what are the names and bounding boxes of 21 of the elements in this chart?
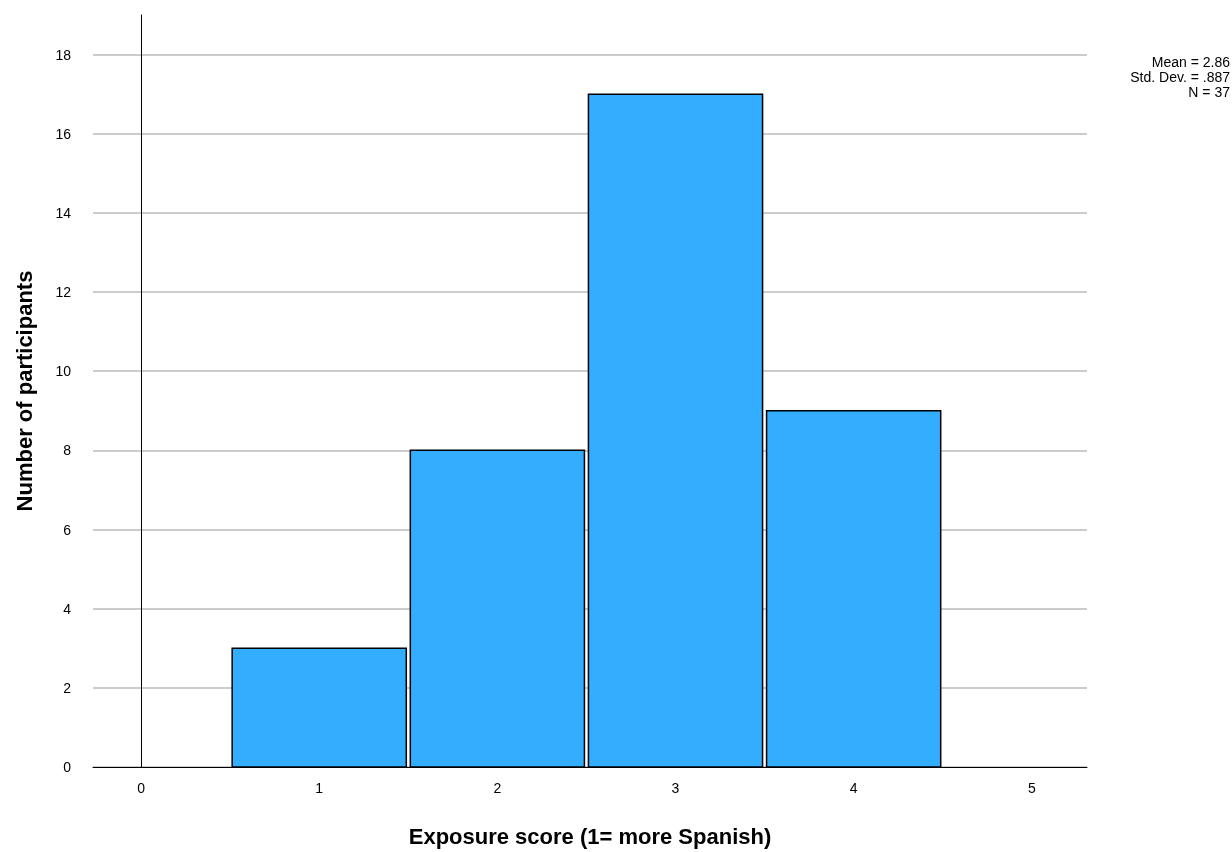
y-axis-title: Number of participants (11, 270, 37, 512)
y-tick-label: 2 (63, 679, 72, 696)
y-tick-label: 18 (55, 46, 72, 63)
x-tick-label: 5 (1027, 780, 1036, 796)
y-tick-label: 10 (55, 363, 72, 380)
x-tick-label: 3 (671, 780, 680, 796)
x-axis-title: Exposure score (1= more Spanish) (408, 823, 772, 849)
y-tick-label: 12 (55, 284, 72, 301)
y-tick-label: 0 (63, 759, 72, 775)
y-tick-label: 4 (63, 600, 72, 617)
text: Std. Dev. = .887 (1130, 69, 1231, 85)
x-tick-label: 1 (315, 780, 324, 796)
text: Mean = 2.86 (1151, 54, 1231, 70)
x-tick-label: 0 (137, 780, 146, 796)
x-tick-label: 4 (849, 780, 858, 796)
x-tick-label: 2 (493, 780, 502, 796)
y-tick-label: 16 (55, 125, 72, 142)
y-tick-label: 6 (63, 521, 72, 538)
y-tick-label: 14 (55, 204, 72, 221)
text: N = 37 (1188, 84, 1231, 100)
y-tick-label: 8 (63, 442, 72, 459)
